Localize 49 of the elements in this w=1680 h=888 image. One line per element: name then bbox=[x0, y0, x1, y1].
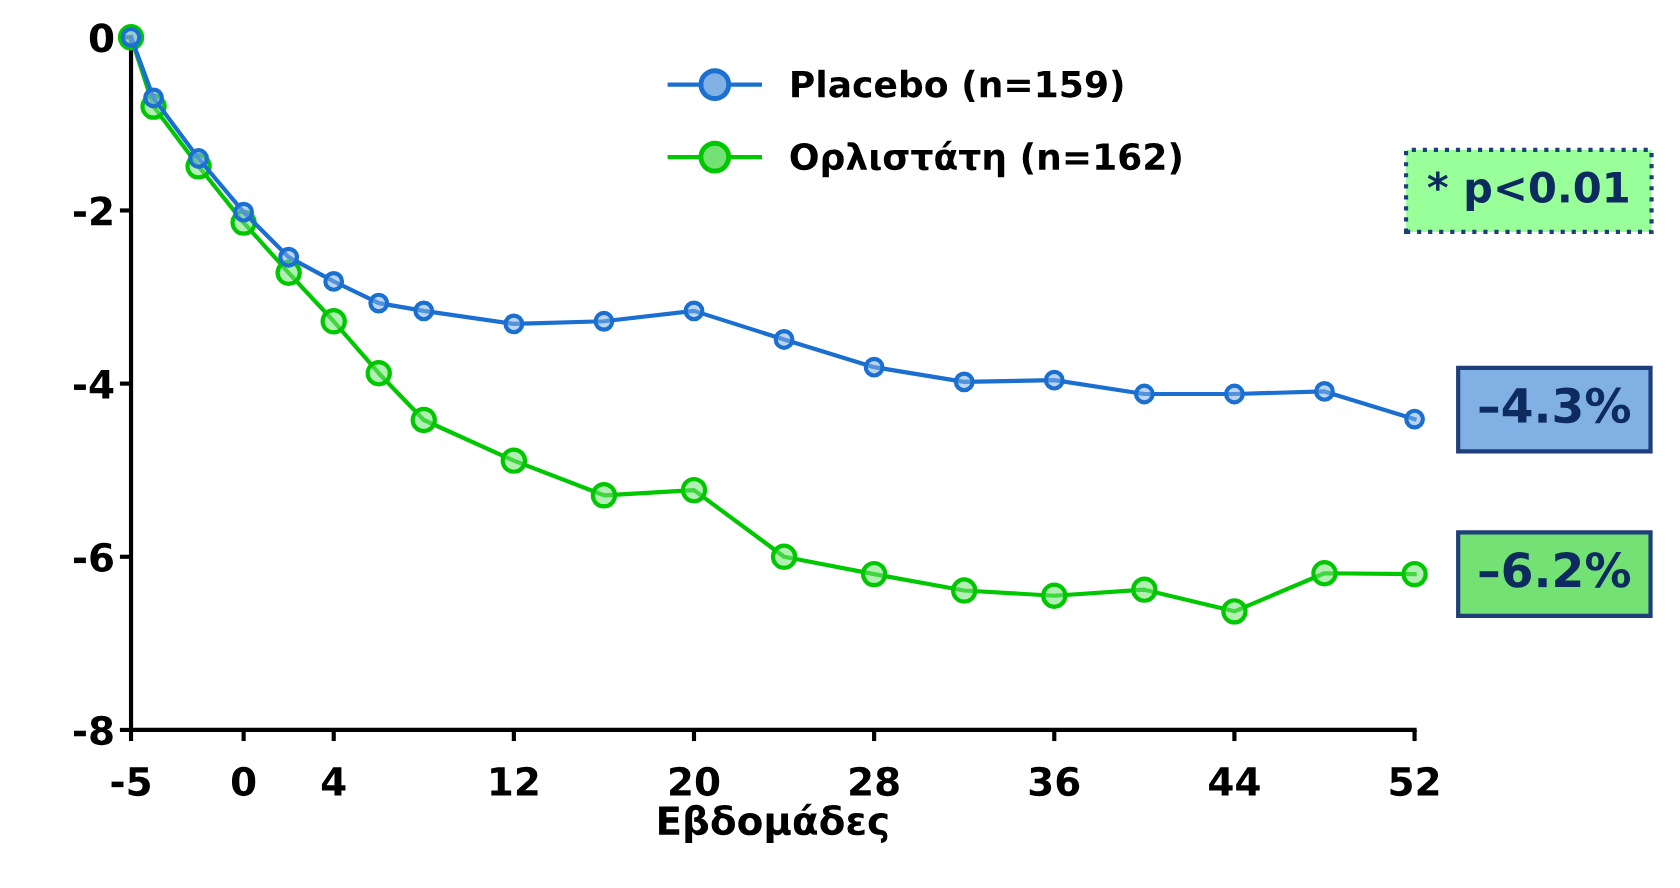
point bbox=[773, 329, 795, 350]
x-tick-label: 36 bbox=[1029, 766, 1080, 797]
y-tick-label: 0 bbox=[89, 23, 114, 53]
x-tick-label: 28 bbox=[850, 766, 899, 797]
point bbox=[1131, 576, 1158, 603]
y-tick-label: -6 bbox=[73, 542, 113, 573]
point bbox=[1043, 369, 1065, 391]
x-tick-label: -5 bbox=[111, 767, 150, 797]
point bbox=[680, 476, 708, 504]
point bbox=[1311, 560, 1338, 587]
point bbox=[365, 360, 392, 387]
point bbox=[863, 356, 885, 378]
point bbox=[951, 577, 978, 604]
legend-label: Ορλιστάτη (n=162) bbox=[790, 140, 1181, 178]
y-tick-label: -2 bbox=[73, 196, 112, 226]
annotation: –6.2% bbox=[1479, 552, 1631, 588]
point bbox=[413, 300, 435, 322]
point bbox=[410, 406, 437, 434]
point bbox=[320, 308, 347, 335]
y-tick-label: -4 bbox=[73, 370, 114, 399]
point bbox=[1041, 582, 1068, 609]
point bbox=[1133, 383, 1155, 405]
point bbox=[683, 300, 705, 322]
point bbox=[1314, 380, 1335, 402]
point bbox=[1401, 560, 1428, 588]
point bbox=[278, 246, 300, 268]
annotation: –4.3% bbox=[1479, 387, 1631, 424]
point bbox=[1404, 408, 1425, 430]
x-tick-label: 0 bbox=[231, 766, 256, 797]
legend-label: Placebo (n=159) bbox=[792, 69, 1123, 102]
x-tick-label: 44 bbox=[1209, 767, 1260, 796]
point bbox=[953, 371, 975, 393]
x-tick-label: 20 bbox=[670, 766, 720, 797]
point bbox=[323, 271, 345, 292]
point bbox=[368, 292, 390, 314]
x-tick-label: 12 bbox=[491, 766, 538, 796]
x-axis-title: Εβδομάδες bbox=[659, 803, 888, 843]
y-tick-label: -8 bbox=[73, 715, 113, 746]
point bbox=[1223, 383, 1245, 405]
point bbox=[500, 447, 528, 474]
point bbox=[770, 543, 798, 570]
point bbox=[590, 482, 618, 509]
text: * p<0.01 bbox=[1427, 171, 1628, 212]
point bbox=[593, 310, 615, 332]
point bbox=[1221, 598, 1248, 625]
point bbox=[860, 560, 888, 588]
point bbox=[503, 313, 525, 335]
x-tick-label: 4 bbox=[321, 767, 346, 796]
x-tick-label: 52 bbox=[1390, 766, 1439, 797]
